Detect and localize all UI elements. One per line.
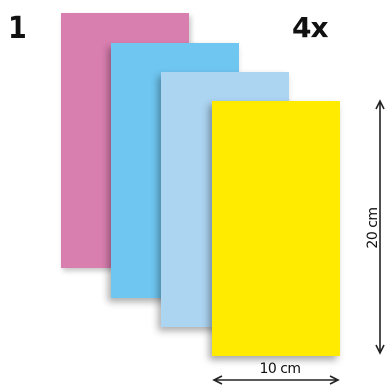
quantity-label: 4x (292, 11, 329, 44)
step-number: 1 (8, 11, 27, 46)
width-dimension-arrow-icon (212, 375, 340, 385)
width-dimension-label: 10 cm (259, 361, 301, 377)
yellow-paper-sheet (212, 101, 340, 356)
height-dimension-label: 20 cm (365, 207, 381, 249)
height-dimension-arrow-icon (375, 99, 385, 355)
